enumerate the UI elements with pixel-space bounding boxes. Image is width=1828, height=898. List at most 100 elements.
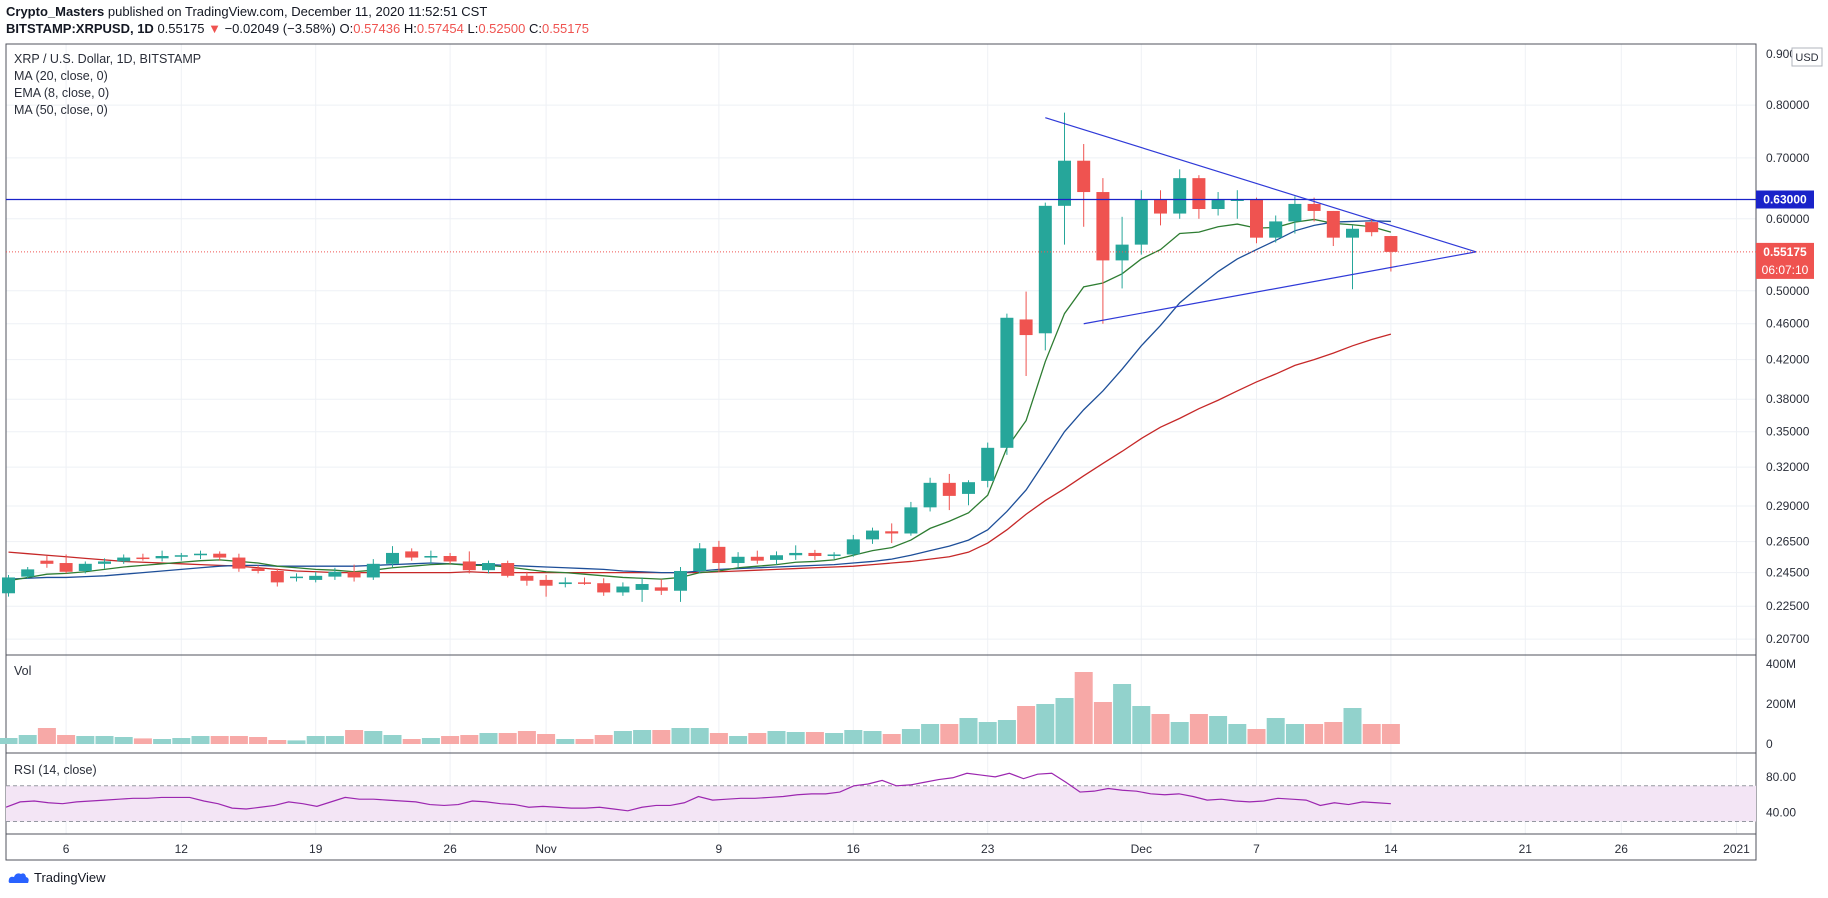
open-label: O:	[339, 21, 354, 36]
volume-bar	[1343, 708, 1362, 744]
volume-bar	[1170, 722, 1189, 744]
candle-body	[962, 482, 975, 494]
publish-info: Crypto_Masters published on TradingView.…	[6, 4, 487, 19]
price-axis: 0.80000 0.70000 0.60000 0.50000 0.46000 0.420…	[1756, 47, 1823, 820]
y-tick-label: 0.80000	[1766, 98, 1810, 112]
candle-body	[1211, 199, 1225, 210]
candle-body	[386, 552, 399, 564]
volume-tick-label: 0	[1766, 737, 1773, 751]
y-tick-label: 0.20700	[1766, 632, 1810, 646]
candle-body	[846, 539, 860, 555]
candle-body	[770, 555, 783, 560]
candle-body	[712, 546, 726, 564]
candle-body	[1230, 199, 1244, 202]
volume-bar	[786, 732, 805, 744]
candle-body	[136, 557, 150, 560]
volume-bar	[805, 732, 824, 744]
tradingview-logo[interactable]: TradingView	[8, 870, 106, 885]
volume-bar	[729, 736, 748, 744]
candle-body	[405, 551, 419, 558]
x-tick-label: 23	[981, 842, 995, 856]
legend-volume[interactable]: Vol	[14, 664, 32, 678]
x-tick-label: Dec	[1131, 842, 1152, 856]
volume-bar	[421, 738, 440, 744]
quote-line: BITSTAMP:XRPUSD, 1D 0.55175 ▼ −0.02049 (…	[6, 21, 589, 36]
candle-body	[1307, 203, 1321, 211]
x-tick-label: 7	[1253, 842, 1260, 856]
volume-bar	[498, 733, 517, 744]
candle-body	[923, 482, 937, 508]
candle-body	[597, 583, 611, 593]
x-tick-label: 2021	[1723, 842, 1750, 856]
volume-bar	[825, 733, 844, 744]
volume-bar	[1247, 729, 1266, 744]
volume-bar	[76, 736, 95, 744]
candle-body	[866, 530, 879, 540]
y-tick-label: 0.26500	[1766, 535, 1810, 549]
candle-body	[1365, 222, 1379, 233]
x-tick-label: 26	[1615, 842, 1629, 856]
author-name[interactable]: Crypto_Masters	[6, 4, 105, 19]
volume-bar	[767, 731, 786, 744]
volume-bar	[479, 733, 498, 744]
y-tick-label: 0.50000	[1766, 284, 1810, 298]
rsi-pane	[5, 772, 1756, 823]
volume-tick-label: 200M	[1766, 697, 1796, 711]
candle-body	[539, 579, 553, 586]
volume-bar	[306, 736, 325, 744]
y-tick-label: 0.42000	[1766, 353, 1810, 367]
resistance-price-label: 0.63000	[1763, 193, 1807, 207]
volume-bar	[1228, 724, 1247, 744]
candle-body	[1250, 199, 1263, 238]
candle-body	[251, 568, 265, 571]
candle-body	[1346, 228, 1359, 238]
candle-body	[808, 552, 822, 557]
volume-bar	[709, 733, 728, 744]
volume-bar	[268, 740, 287, 744]
x-tick-label: 26	[443, 842, 457, 856]
y-tick-label: 0.35000	[1766, 425, 1810, 439]
candle-body	[1096, 192, 1110, 261]
volume-bar	[940, 724, 959, 744]
chart-title: XRP / U.S. Dollar, 1D, BITSTAMP	[14, 52, 202, 66]
candle-body	[616, 586, 630, 593]
candle-body	[347, 571, 361, 578]
candle-body	[578, 582, 591, 584]
x-tick-label: 19	[309, 842, 323, 856]
y-tick-label: 0.60000	[1766, 212, 1810, 226]
ma50-line	[8, 333, 1392, 574]
volume-bar	[671, 728, 690, 744]
candle-body	[78, 563, 92, 571]
volume-bar	[863, 731, 882, 744]
candles	[2, 112, 1398, 602]
x-tick-label: 16	[847, 842, 861, 856]
candle-body	[731, 556, 745, 564]
volume-bar	[1113, 684, 1132, 744]
legend-rsi[interactable]: RSI (14, close)	[14, 763, 97, 777]
y-tick-label: 0.46000	[1766, 317, 1810, 331]
volume-bars	[0, 672, 1400, 744]
high-label: H:	[403, 21, 417, 36]
price-change: −0.02049 (−3.58%)	[224, 21, 336, 36]
last-price-box	[1756, 242, 1814, 279]
legend-ma50[interactable]: MA (50, close, 0)	[14, 103, 108, 117]
candle-body	[1192, 178, 1206, 210]
last-price-label: 0.55175	[1763, 245, 1807, 259]
candle-body	[40, 560, 54, 564]
volume-bar	[1381, 724, 1400, 744]
candle-body	[98, 561, 111, 564]
candle-body	[674, 570, 687, 591]
volume-bar	[191, 736, 210, 744]
candle-body	[904, 507, 918, 534]
volume-bar	[1036, 704, 1055, 744]
volume-bar	[1151, 714, 1170, 744]
moving-averages	[8, 218, 1392, 582]
volume-bar	[594, 735, 613, 744]
legend-ema8[interactable]: EMA (8, close, 0)	[14, 86, 110, 100]
rsi-tick-label: 40.00	[1766, 806, 1796, 820]
candle-body	[1288, 203, 1302, 222]
volume-bar	[652, 730, 671, 744]
legend-ma20[interactable]: MA (20, close, 0)	[14, 69, 108, 83]
candle-body	[424, 556, 438, 558]
